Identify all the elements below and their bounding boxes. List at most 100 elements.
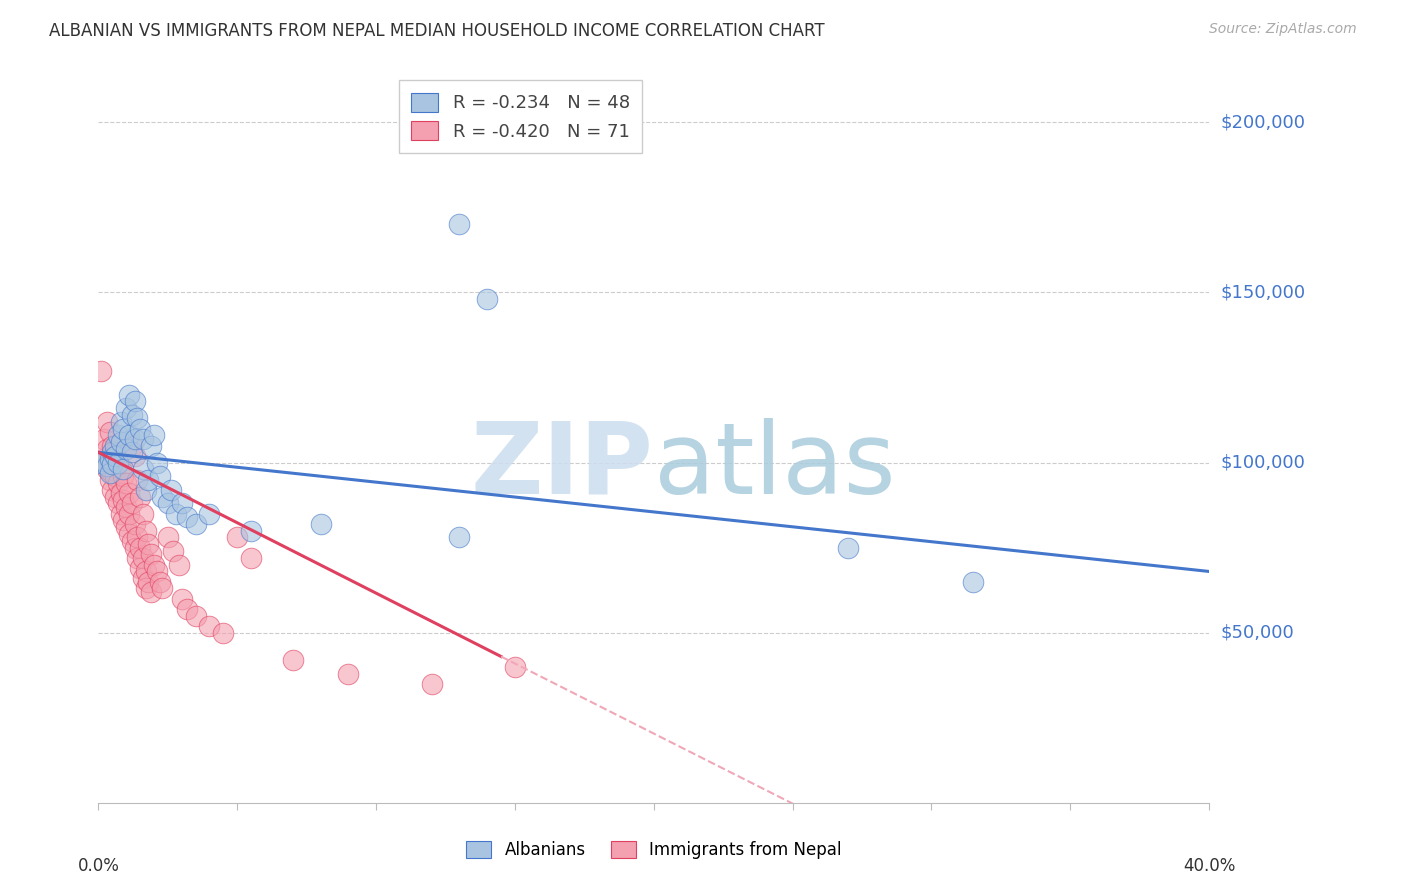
Point	[93, 432, 115, 446]
Point	[107, 496, 129, 510]
Point	[240, 524, 263, 538]
Point	[96, 458, 118, 473]
Point	[156, 496, 179, 510]
Point	[115, 442, 138, 456]
Point	[121, 533, 143, 548]
Point	[145, 456, 167, 470]
Point	[170, 591, 193, 606]
Point	[132, 507, 155, 521]
Point	[98, 456, 121, 470]
Point	[226, 531, 249, 545]
Point	[129, 421, 152, 435]
Point	[129, 561, 152, 575]
Point	[98, 452, 121, 467]
Point	[240, 550, 263, 565]
Point	[148, 574, 170, 589]
Point	[129, 490, 152, 504]
Text: $200,000: $200,000	[1220, 113, 1305, 131]
Point	[124, 432, 146, 446]
Point	[118, 428, 141, 442]
Point	[115, 475, 138, 490]
Point	[118, 387, 141, 401]
Point	[115, 520, 138, 534]
Point	[198, 507, 221, 521]
Point	[138, 537, 160, 551]
Point	[148, 469, 170, 483]
Point	[98, 473, 121, 487]
Point	[101, 458, 124, 472]
Point	[143, 428, 166, 442]
Point	[127, 473, 149, 487]
Point	[170, 496, 193, 510]
Text: 0.0%: 0.0%	[77, 857, 120, 875]
Point	[124, 449, 146, 463]
Point	[104, 449, 127, 463]
Point	[112, 469, 135, 483]
Point	[475, 293, 499, 307]
Point	[135, 582, 157, 596]
Point	[110, 507, 132, 521]
Point	[132, 462, 155, 476]
Point	[145, 565, 167, 579]
Point	[121, 445, 143, 459]
Point	[184, 608, 207, 623]
Point	[420, 677, 443, 691]
Point	[118, 527, 141, 541]
Point	[101, 466, 124, 480]
Point	[104, 469, 127, 483]
Point	[107, 475, 129, 490]
Point	[98, 425, 121, 439]
Point	[96, 442, 118, 456]
Point	[121, 408, 143, 422]
Legend: Albanians, Immigrants from Nepal: Albanians, Immigrants from Nepal	[458, 833, 849, 868]
Point	[107, 456, 129, 470]
Point	[115, 401, 138, 416]
Point	[129, 541, 152, 555]
Point	[162, 544, 184, 558]
Point	[176, 602, 198, 616]
Point	[198, 619, 221, 633]
Point	[124, 394, 146, 409]
Point	[156, 531, 179, 545]
Point	[184, 516, 207, 531]
Point	[112, 421, 135, 435]
Point	[127, 411, 149, 425]
Point	[110, 486, 132, 500]
Point	[337, 666, 360, 681]
Point	[110, 462, 132, 476]
Point	[93, 454, 115, 468]
Point	[127, 531, 149, 545]
Text: $50,000: $50,000	[1220, 624, 1294, 641]
Point	[90, 456, 112, 470]
Point	[112, 462, 135, 476]
Point	[138, 574, 160, 589]
Point	[132, 432, 155, 446]
Point	[159, 483, 181, 497]
Text: $100,000: $100,000	[1220, 454, 1305, 472]
Point	[165, 507, 187, 521]
Text: ALBANIAN VS IMMIGRANTS FROM NEPAL MEDIAN HOUSEHOLD INCOME CORRELATION CHART: ALBANIAN VS IMMIGRANTS FROM NEPAL MEDIAN…	[49, 22, 825, 40]
Point	[90, 364, 112, 378]
Point	[107, 456, 129, 470]
Point	[837, 541, 859, 555]
Point	[93, 452, 115, 467]
Point	[118, 486, 141, 500]
Point	[150, 490, 173, 504]
Point	[143, 558, 166, 572]
Point	[96, 415, 118, 429]
Text: $150,000: $150,000	[1220, 284, 1305, 301]
Point	[96, 462, 118, 476]
Point	[121, 439, 143, 453]
Point	[281, 653, 304, 667]
Point	[309, 516, 332, 531]
Point	[138, 473, 160, 487]
Point	[107, 428, 129, 442]
Point	[132, 550, 155, 565]
Text: ZIP: ZIP	[471, 417, 654, 515]
Point	[150, 582, 173, 596]
Point	[112, 513, 135, 527]
Point	[141, 585, 163, 599]
Point	[110, 415, 132, 429]
Point	[141, 548, 163, 562]
Point	[135, 524, 157, 538]
